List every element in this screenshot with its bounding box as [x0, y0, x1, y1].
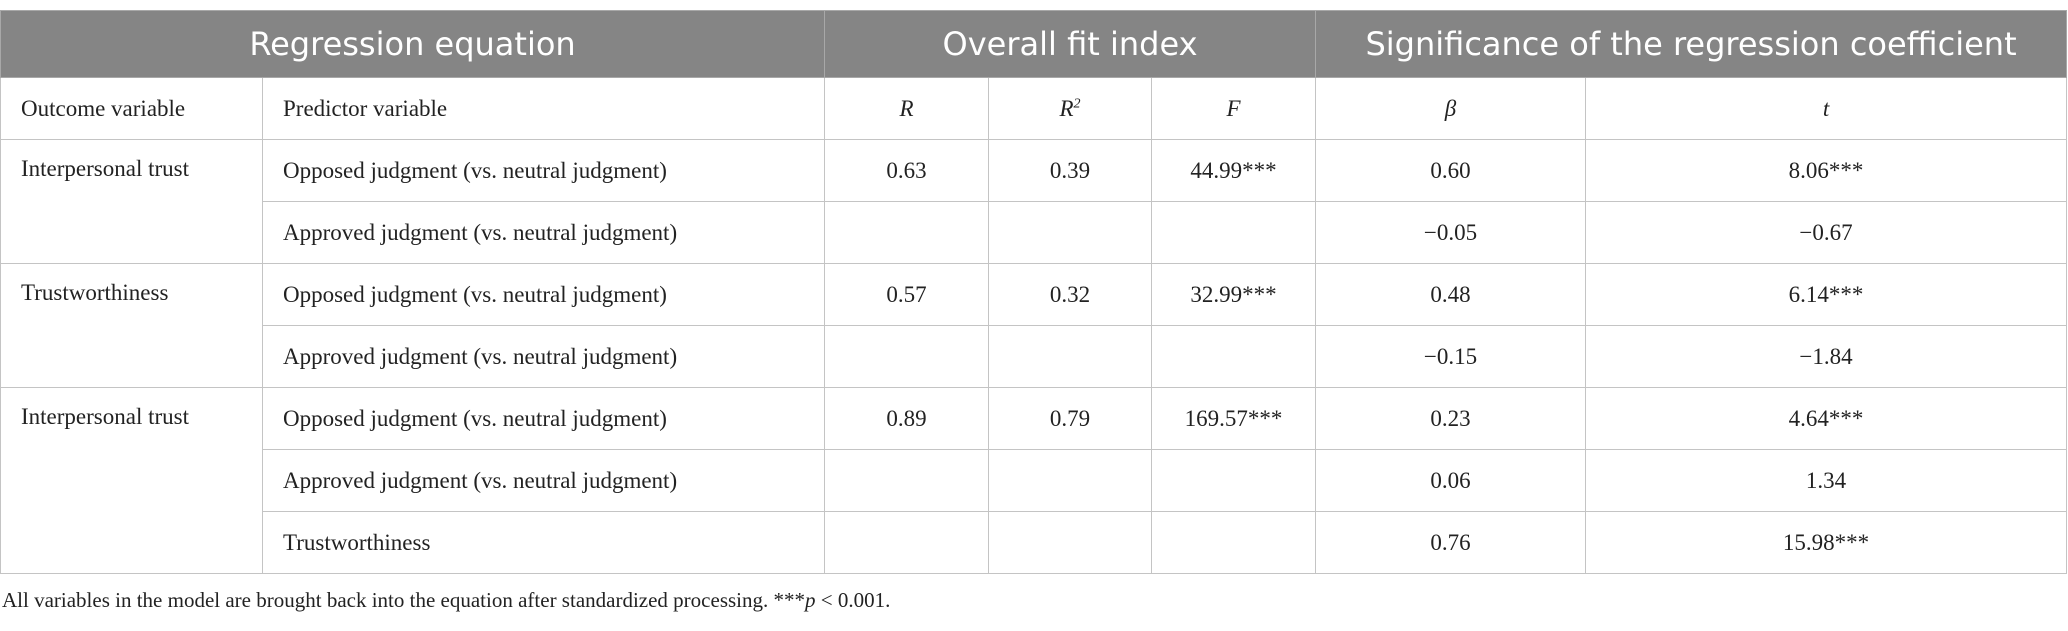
column-symbol: F	[1226, 95, 1241, 121]
table-row: Trustworthiness 0.76 15.98***	[1, 511, 2068, 574]
column-label: Predictor variable	[283, 95, 448, 121]
value-cell: 0.60	[1315, 139, 1587, 202]
value-cell: 0.32	[988, 263, 1153, 326]
column-header-cell: Outcome variable	[0, 77, 263, 140]
column-header-cell: R	[824, 77, 990, 140]
column-label: t	[1823, 96, 1829, 121]
value-cell	[988, 449, 1153, 512]
column-symbol: R	[1059, 95, 1074, 121]
predictor-cell: Approved judgment (vs. neutral judgment)	[261, 201, 826, 264]
predictor-cell: Opposed judgment (vs. neutral judgment)	[261, 387, 826, 450]
outcome-cell: Interpersonal trust	[0, 139, 263, 264]
value-cell: −0.67	[1585, 201, 2068, 264]
value-cell: 0.23	[1315, 387, 1587, 450]
value-cell	[988, 511, 1153, 574]
column-symbol: R	[899, 95, 914, 121]
outcome-cell: Interpersonal trust	[0, 387, 263, 574]
value-cell	[988, 325, 1153, 388]
column-symbol: t	[1822, 95, 1830, 121]
value-cell: 0.79	[988, 387, 1153, 450]
column-header-cell: R2	[988, 77, 1153, 140]
group-title: Significance of the regression coefficie…	[1315, 10, 2068, 78]
table-row: Interpersonal trust Opposed judgment (vs.…	[0, 139, 2068, 264]
table-body: Interpersonal trust Opposed judgment (vs.…	[0, 139, 2068, 574]
column-header-cell: Predictor variable	[261, 77, 826, 140]
value-cell	[1151, 325, 1317, 388]
value-cell	[824, 511, 990, 574]
column-label: R	[899, 96, 913, 121]
value-cell: 0.57	[824, 263, 990, 326]
table-row: Trustworthiness Opposed judgment (vs. neu…	[0, 263, 2068, 388]
footnote-text: All variables in the model are brought b…	[2, 588, 805, 612]
value-cell: 6.14***	[1585, 263, 2068, 326]
value-cell	[824, 449, 990, 512]
value-cell: −0.15	[1315, 325, 1587, 388]
table-row: Approved judgment (vs. neutral judgment)…	[1, 325, 2068, 388]
outcome-cell: Trustworthiness	[0, 263, 263, 388]
group-title: Regression equation	[0, 10, 826, 78]
value-cell	[824, 201, 990, 264]
predictor-cell: Opposed judgment (vs. neutral judgment)	[261, 263, 826, 326]
value-cell: 169.57***	[1151, 387, 1317, 450]
footnote-text: < 0.001.	[815, 588, 891, 612]
value-cell: 0.06	[1315, 449, 1587, 512]
footnote: All variables in the model are brought b…	[2, 588, 890, 613]
table-wrap: Regression equation Overall fit index Si…	[0, 10, 2068, 574]
column-header-cell: t	[1585, 77, 2068, 140]
value-cell: 15.98***	[1585, 511, 2068, 574]
predictor-cell: Approved judgment (vs. neutral judgment)	[261, 325, 826, 388]
value-cell: 0.39	[988, 139, 1153, 202]
value-cell: 32.99***	[1151, 263, 1317, 326]
value-cell	[1151, 511, 1317, 574]
value-cell: 0.48	[1315, 263, 1587, 326]
predictor-cell: Trustworthiness	[261, 511, 826, 574]
group-title: Overall fit index	[824, 10, 1317, 78]
column-header-cell: β	[1315, 77, 1587, 140]
value-cell: 0.76	[1315, 511, 1587, 574]
column-label: F	[1226, 96, 1240, 121]
table-row: Approved judgment (vs. neutral judgment)…	[1, 449, 2068, 512]
column-label: R2	[1059, 96, 1080, 121]
value-cell: 1.34	[1585, 449, 2068, 512]
regression-table: Regression equation Overall fit index Si…	[0, 10, 2068, 574]
value-cell	[1151, 201, 1317, 264]
table-row: Approved judgment (vs. neutral judgment)…	[1, 201, 2068, 264]
column-label: Outcome variable	[21, 95, 186, 121]
value-cell: 4.64***	[1585, 387, 2068, 450]
value-cell: −1.84	[1585, 325, 2068, 388]
value-cell: 0.63	[824, 139, 990, 202]
value-cell: 8.06***	[1585, 139, 2068, 202]
value-cell	[824, 325, 990, 388]
predictor-cell: Opposed judgment (vs. neutral judgment)	[261, 139, 826, 202]
predictor-cell: Approved judgment (vs. neutral judgment)	[261, 449, 826, 512]
value-cell	[1151, 449, 1317, 512]
group-header: Regression equation Overall fit index Si…	[0, 10, 2068, 78]
value-cell: 0.89	[824, 387, 990, 450]
value-cell: 44.99***	[1151, 139, 1317, 202]
column-header-cell: F	[1151, 77, 1317, 140]
column-symbol: β	[1444, 95, 1457, 121]
value-cell: −0.05	[1315, 201, 1587, 264]
column-label: β	[1445, 96, 1456, 121]
column-superscript: 2	[1073, 95, 1081, 111]
value-cell	[988, 201, 1153, 264]
table-row: Interpersonal trust Opposed judgment (vs.…	[0, 387, 2068, 574]
footnote-italic: p	[805, 588, 816, 612]
